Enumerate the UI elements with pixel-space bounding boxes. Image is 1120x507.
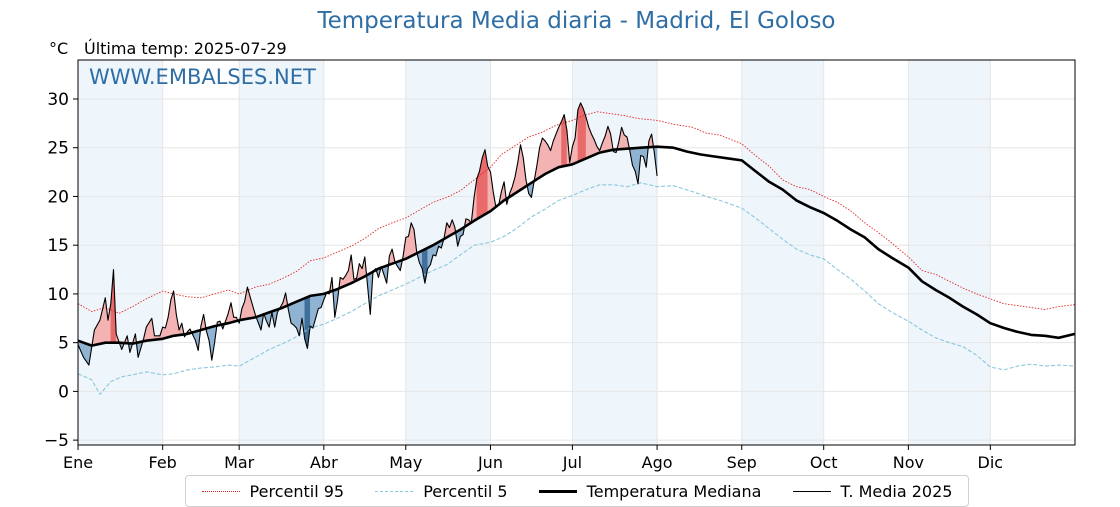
legend-item-median: Temperatura Mediana [539,482,762,501]
anomaly-fill-above [542,138,545,176]
x-tick-label-jul: Jul [562,453,582,472]
current-year-line [78,103,657,365]
y-tick-label: 20 [47,187,69,207]
anomaly-fill-above [578,103,581,162]
x-tick-label-ene: Ene [63,453,93,472]
legend-item-current: T. Media 2025 [793,482,953,501]
y-tick-label: 30 [47,90,69,110]
y-tick-label: 25 [47,139,69,159]
legend-label-p95: Percentil 95 [250,482,345,501]
y-tick-label: 10 [47,285,69,305]
x-tick-label-dic: Dic [978,453,1004,472]
month-band-ene [78,60,163,445]
anomaly-fill-below [318,294,321,308]
anomaly-fill-above [545,141,548,174]
x-tick-label-oct: Oct [810,453,838,472]
anomaly-fill-above [488,166,491,212]
anomaly-fill-below [310,295,313,328]
anomaly-fill-above [406,236,409,258]
legend-item-p5: Percentil 5 [375,482,507,501]
anomaly-fill-below [291,303,294,325]
x-tick-label-mar: Mar [224,453,255,472]
anomaly-fill-above [581,103,584,161]
x-tick-label-jun: Jun [477,453,503,472]
y-axis: −5 0 5 10 15 20 25 30 [44,90,78,451]
x-axis: Ene Feb Mar Abr May Jun Jul Ago Sep Oct Nov Dic [63,445,1003,472]
month-band-nov [908,60,990,445]
x-tick-label-abr: Abr [310,453,338,472]
x-tick-label-feb: Feb [149,453,177,472]
y-tick-label: 15 [47,236,69,256]
month-bands [78,60,990,445]
legend-swatch-current [793,491,831,492]
watermark: WWW.EMBALSES.NET [89,65,316,89]
legend-label-current: T. Media 2025 [841,482,953,501]
temperature-chart: −5 0 5 10 15 20 25 30 Ene Feb Mar Abr May Jun Jul Ago S… [0,0,1120,475]
month-band-sep [742,60,824,445]
legend: Percentil 95 Percentil 5 Temperatura Med… [185,475,969,507]
x-tick-label-may: May [389,453,422,472]
anomaly-fill-above [559,121,562,167]
anomaly-fill-below [294,302,297,328]
y-tick-label: −5 [44,431,69,451]
x-tick-label-sep: Sep [727,453,757,472]
anomaly-fill-above [561,115,564,167]
legend-swatch-p95 [202,491,240,492]
legend-swatch-median [539,490,577,493]
y-tick-label: 5 [58,334,69,354]
legend-label-p5: Percentil 5 [423,482,507,501]
legend-label-median: Temperatura Mediana [587,482,762,501]
legend-item-p95: Percentil 95 [202,482,345,501]
anomaly-fill-above [482,150,485,216]
legend-swatch-p5 [375,491,413,492]
month-band-mar [239,60,324,445]
anomaly-fills [78,103,657,365]
x-tick-label-nov: Nov [893,453,924,472]
x-tick-label-ago: Ago [642,453,673,472]
y-tick-label: 0 [58,382,69,402]
